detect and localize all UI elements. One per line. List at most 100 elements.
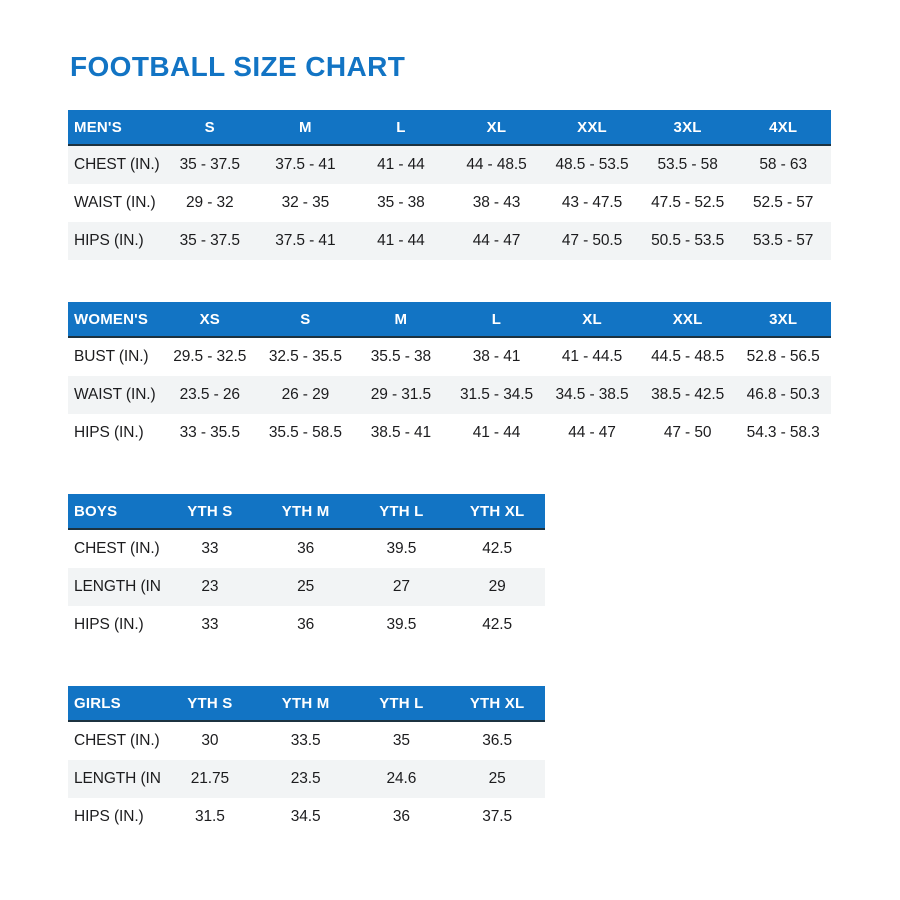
girls-table-title: GIRLS bbox=[68, 686, 162, 722]
boys-column-header: YTH S bbox=[162, 494, 258, 530]
girls-column-header: YTH L bbox=[353, 686, 450, 722]
mens-size-value: 37.5 - 41 bbox=[257, 145, 354, 184]
boys-size-value: 36 bbox=[257, 529, 354, 568]
size-chart-table-girls: GIRLS YTH S YTH M YTH L YTH XL CHEST (IN.) 30 3… bbox=[68, 686, 545, 836]
mens-column-header: 3XL bbox=[639, 110, 736, 146]
mens-table-row: HIPS (IN.) 35 - 37.5 37.5 - 41 41 - 44 44 - … bbox=[68, 222, 831, 260]
womens-column-header: XL bbox=[544, 302, 640, 338]
girls-size-value: 24.6 bbox=[353, 760, 450, 798]
boys-column-header: YTH M bbox=[257, 494, 354, 530]
womens-size-value: 35.5 - 38 bbox=[353, 337, 449, 376]
mens-size-value: 38 - 43 bbox=[448, 184, 545, 222]
boys-row-label: HIPS (IN.) bbox=[68, 606, 162, 644]
mens-column-header: 4XL bbox=[735, 110, 831, 146]
page-title: FOOTBALL SIZE CHART bbox=[70, 51, 406, 82]
girls-size-value: 21.75 bbox=[162, 760, 258, 798]
mens-size-value: 50.5 - 53.5 bbox=[639, 222, 736, 260]
girls-size-value: 30 bbox=[162, 721, 258, 760]
girls-column-header: YTH M bbox=[257, 686, 354, 722]
mens-size-value: 52.5 - 57 bbox=[735, 184, 831, 222]
girls-size-value: 35 bbox=[353, 721, 450, 760]
boys-row-label: CHEST (IN.) bbox=[68, 529, 162, 568]
mens-table-row: WAIST (IN.) 29 - 32 32 - 35 35 - 38 38 - 43 4… bbox=[68, 184, 831, 222]
mens-size-value: 35 - 37.5 bbox=[162, 145, 258, 184]
womens-column-header: XS bbox=[162, 302, 258, 338]
womens-size-value: 52.8 - 56.5 bbox=[735, 337, 831, 376]
girls-row-label: HIPS (IN.) bbox=[68, 798, 162, 836]
mens-size-value: 53.5 - 57 bbox=[735, 222, 831, 260]
womens-column-header: XXL bbox=[639, 302, 736, 338]
boys-size-value: 23 bbox=[162, 568, 258, 606]
womens-size-value: 26 - 29 bbox=[257, 376, 354, 414]
womens-size-value: 29.5 - 32.5 bbox=[162, 337, 258, 376]
boys-table-row: LENGTH (IN.) 23 25 27 29 bbox=[68, 568, 545, 606]
womens-size-value: 33 - 35.5 bbox=[162, 414, 258, 452]
boys-header-row: BOYS YTH S YTH M YTH L YTH XL bbox=[68, 494, 545, 530]
size-chart-table-boys: BOYS YTH S YTH M YTH L YTH XL CHEST (IN.) 33 36… bbox=[68, 494, 545, 644]
womens-header-row: WOMEN'S XS S M L XL XXL 3XL bbox=[68, 302, 831, 338]
boys-size-value: 27 bbox=[353, 568, 450, 606]
womens-size-value: 41 - 44.5 bbox=[544, 337, 640, 376]
womens-table-row: WAIST (IN.) 23.5 - 26 26 - 29 29 - 31.5 31.5… bbox=[68, 376, 831, 414]
mens-column-header: M bbox=[257, 110, 354, 146]
mens-header-row: MEN'S S M L XL XXL 3XL 4XL bbox=[68, 110, 831, 146]
boys-size-value: 36 bbox=[257, 606, 354, 644]
girls-size-value: 34.5 bbox=[257, 798, 354, 836]
mens-row-label: HIPS (IN.) bbox=[68, 222, 162, 260]
womens-table-title: WOMEN'S bbox=[68, 302, 162, 338]
boys-column-header: YTH XL bbox=[449, 494, 545, 530]
womens-row-label: BUST (IN.) bbox=[68, 337, 162, 376]
mens-table-row: CHEST (IN.) 35 - 37.5 37.5 - 41 41 - 44 44 -… bbox=[68, 145, 831, 184]
girls-size-value: 23.5 bbox=[257, 760, 354, 798]
boys-column-header: YTH L bbox=[353, 494, 450, 530]
girls-row-label: LENGTH (IN.) bbox=[68, 760, 162, 798]
girls-table-row: HIPS (IN.) 31.5 34.5 36 37.5 bbox=[68, 798, 545, 836]
mens-column-header: L bbox=[353, 110, 449, 146]
womens-size-value: 47 - 50 bbox=[639, 414, 736, 452]
womens-column-header: L bbox=[448, 302, 545, 338]
girls-table-row: CHEST (IN.) 30 33.5 35 36.5 bbox=[68, 721, 545, 760]
mens-row-label: WAIST (IN.) bbox=[68, 184, 162, 222]
size-chart-table-mens: MEN'S S M L XL XXL 3XL 4XL CHEST (IN.) 35 - 37.5 3… bbox=[68, 110, 831, 260]
girls-row-label: CHEST (IN.) bbox=[68, 721, 162, 760]
boys-size-value: 39.5 bbox=[353, 529, 450, 568]
girls-column-header: YTH XL bbox=[449, 686, 545, 722]
womens-size-value: 38.5 - 41 bbox=[353, 414, 449, 452]
girls-size-value: 25 bbox=[449, 760, 545, 798]
womens-size-value: 34.5 - 38.5 bbox=[544, 376, 640, 414]
womens-size-value: 38.5 - 42.5 bbox=[639, 376, 736, 414]
womens-row-label: HIPS (IN.) bbox=[68, 414, 162, 452]
mens-size-value: 41 - 44 bbox=[353, 222, 449, 260]
womens-table-row: HIPS (IN.) 33 - 35.5 35.5 - 58.5 38.5 - 41 4… bbox=[68, 414, 831, 452]
mens-size-value: 35 - 38 bbox=[353, 184, 449, 222]
boys-size-value: 33 bbox=[162, 529, 258, 568]
womens-size-value: 23.5 - 26 bbox=[162, 376, 258, 414]
womens-size-value: 41 - 44 bbox=[448, 414, 545, 452]
boys-table-title: BOYS bbox=[68, 494, 162, 530]
womens-size-value: 35.5 - 58.5 bbox=[257, 414, 354, 452]
boys-size-value: 29 bbox=[449, 568, 545, 606]
size-chart-table-womens: WOMEN'S XS S M L XL XXL 3XL BUST (IN.) 29.5 - 32.… bbox=[68, 302, 831, 452]
size-chart-tables: MEN'S S M L XL XXL 3XL 4XL CHEST (IN.) 35 - 37.5 3… bbox=[68, 110, 900, 836]
mens-size-value: 32 - 35 bbox=[257, 184, 354, 222]
mens-size-value: 41 - 44 bbox=[353, 145, 449, 184]
mens-size-value: 43 - 47.5 bbox=[544, 184, 640, 222]
boys-row-label: LENGTH (IN.) bbox=[68, 568, 162, 606]
womens-size-value: 32.5 - 35.5 bbox=[257, 337, 354, 376]
boys-size-value: 39.5 bbox=[353, 606, 450, 644]
mens-size-value: 47 - 50.5 bbox=[544, 222, 640, 260]
mens-size-value: 48.5 - 53.5 bbox=[544, 145, 640, 184]
womens-size-value: 46.8 - 50.3 bbox=[735, 376, 831, 414]
girls-table-row: LENGTH (IN.) 21.75 23.5 24.6 25 bbox=[68, 760, 545, 798]
mens-size-value: 47.5 - 52.5 bbox=[639, 184, 736, 222]
womens-row-label: WAIST (IN.) bbox=[68, 376, 162, 414]
mens-row-label: CHEST (IN.) bbox=[68, 145, 162, 184]
girls-size-value: 33.5 bbox=[257, 721, 354, 760]
womens-table-row: BUST (IN.) 29.5 - 32.5 32.5 - 35.5 35.5 - 3… bbox=[68, 337, 831, 376]
mens-size-value: 35 - 37.5 bbox=[162, 222, 258, 260]
girls-size-value: 36 bbox=[353, 798, 450, 836]
womens-size-value: 31.5 - 34.5 bbox=[448, 376, 545, 414]
womens-column-header: 3XL bbox=[735, 302, 831, 338]
womens-column-header: S bbox=[257, 302, 354, 338]
mens-size-value: 44 - 47 bbox=[448, 222, 545, 260]
